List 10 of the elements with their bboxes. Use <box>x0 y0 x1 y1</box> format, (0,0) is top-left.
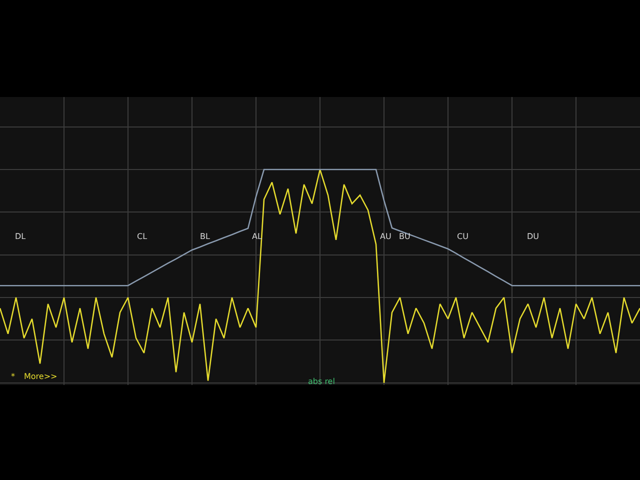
annotation: BU <box>399 232 410 241</box>
annotation: More>> <box>24 372 58 381</box>
annotation: CL <box>137 232 148 241</box>
annotation: DU <box>527 232 540 241</box>
annotation: AU <box>380 232 392 241</box>
annotation: CU <box>457 232 469 241</box>
annotation: BL <box>200 232 210 241</box>
annotation: DL <box>15 232 26 241</box>
annotation: abs rel <box>308 377 335 386</box>
annotation: * <box>11 372 15 381</box>
